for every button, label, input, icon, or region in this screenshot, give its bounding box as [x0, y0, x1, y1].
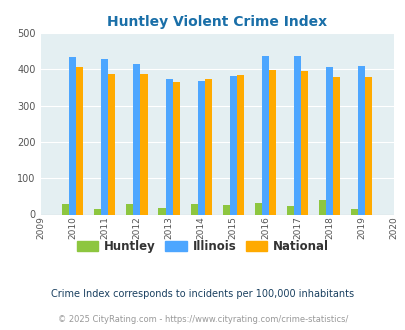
Bar [357, 66, 364, 214]
Bar [94, 209, 101, 214]
Bar [172, 82, 179, 214]
Bar [222, 205, 229, 214]
Bar [293, 55, 300, 214]
Bar [350, 209, 357, 214]
Bar [108, 74, 115, 215]
Bar [197, 81, 204, 214]
Title: Huntley Violent Crime Index: Huntley Violent Crime Index [107, 15, 326, 29]
Bar [325, 68, 333, 214]
Bar [204, 79, 211, 214]
Bar [286, 206, 293, 214]
Bar [76, 68, 83, 214]
Bar [62, 204, 69, 214]
Bar [261, 55, 268, 214]
Bar [300, 72, 307, 214]
Bar [254, 203, 261, 214]
Legend: Huntley, Illinois, National: Huntley, Illinois, National [72, 236, 333, 258]
Bar [69, 57, 76, 215]
Bar [190, 204, 197, 214]
Bar [318, 200, 325, 214]
Text: Crime Index corresponds to incidents per 100,000 inhabitants: Crime Index corresponds to incidents per… [51, 289, 354, 299]
Bar [268, 70, 275, 214]
Bar [364, 77, 371, 214]
Bar [133, 64, 140, 214]
Bar [165, 80, 172, 214]
Bar [236, 76, 243, 214]
Bar [158, 208, 165, 214]
Bar [101, 59, 108, 214]
Bar [140, 74, 147, 214]
Bar [229, 76, 236, 215]
Bar [333, 77, 339, 214]
Text: © 2025 CityRating.com - https://www.cityrating.com/crime-statistics/: © 2025 CityRating.com - https://www.city… [58, 315, 347, 324]
Bar [126, 204, 133, 214]
